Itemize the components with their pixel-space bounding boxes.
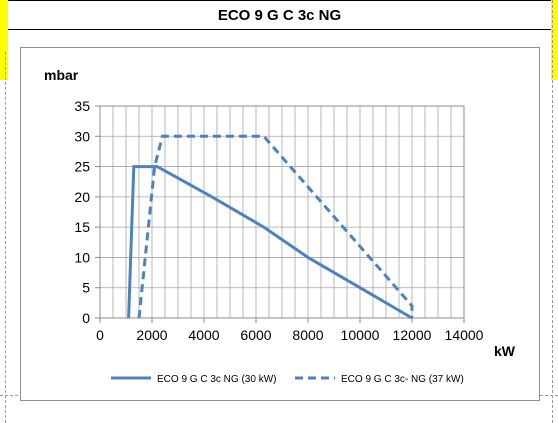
axes: 0 5 10 15 20 25 30 35 0 2000 4000 6000 8000 10000 1200… bbox=[44, 67, 516, 359]
series-line-2 bbox=[137, 134, 414, 319]
x-tick-label: 14000 bbox=[445, 327, 484, 343]
y-tick-label: 5 bbox=[82, 280, 90, 296]
x-tick-label: 8000 bbox=[292, 327, 323, 343]
x-tick-label: 2000 bbox=[136, 327, 167, 343]
y-axis-label: mbar bbox=[44, 67, 79, 83]
series-line-1 bbox=[127, 165, 413, 320]
x-tick-label: 4000 bbox=[188, 327, 219, 343]
x-tick-label: 10000 bbox=[341, 327, 380, 343]
y-tick-label: 35 bbox=[74, 98, 90, 114]
page-break-line bbox=[552, 0, 553, 423]
chart-title: ECO 9 G C 3c NG bbox=[8, 0, 551, 30]
x-tick-label: 0 bbox=[96, 327, 104, 343]
y-tick-label: 0 bbox=[82, 310, 90, 326]
y-tick-label: 20 bbox=[74, 189, 90, 205]
grid bbox=[99, 105, 465, 319]
x-tick-label: 6000 bbox=[240, 327, 271, 343]
legend-label-2: ECO 9 G C 3c- NG (37 kW) bbox=[341, 374, 464, 385]
chart-plot: 0 5 10 15 20 25 30 35 0 2000 4000 6000 8000 10000 1200… bbox=[44, 67, 516, 385]
legend-label-1: ECO 9 G C 3c NG (30 kW) bbox=[157, 374, 276, 385]
y-tick-label: 15 bbox=[74, 219, 90, 235]
page-break-line bbox=[5, 52, 6, 423]
y-tick-label: 25 bbox=[74, 159, 90, 175]
legend[interactable]: ECO 9 G C 3c NG (30 kW) ECO 9 G C 3c- NG … bbox=[111, 374, 464, 385]
y-tick-label: 30 bbox=[74, 128, 90, 144]
chart-area[interactable]: 0 5 10 15 20 25 30 35 0 2000 4000 6000 8000 10000 1200… bbox=[20, 47, 540, 401]
series bbox=[127, 134, 414, 320]
plot-border bbox=[99, 105, 465, 319]
x-tick-label: 12000 bbox=[393, 327, 432, 343]
x-axis-label: kW bbox=[494, 343, 516, 359]
y-tick-label: 10 bbox=[74, 249, 90, 265]
